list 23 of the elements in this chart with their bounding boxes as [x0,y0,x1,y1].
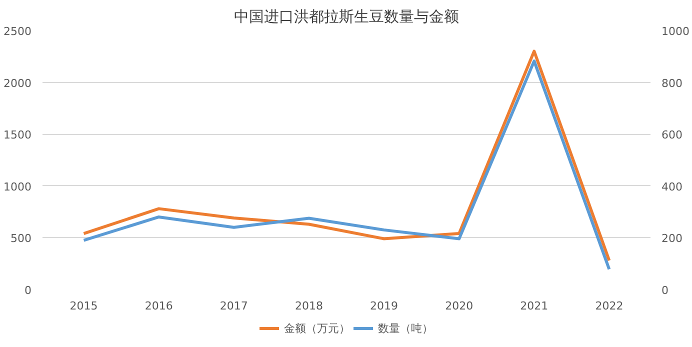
y-tick-label: 500 [10,232,32,246]
legend-label: 数量（吨） [378,320,433,336]
x-tick-label: 2017 [220,300,248,312]
x-tick-label: 2018 [294,300,323,312]
x-tick-label: 2016 [144,300,173,312]
y2-tick-label: 0 [662,284,668,297]
y-tick-label: 1500 [4,128,32,142]
y2-tick-label: 200 [662,232,682,246]
y2-tick-label: 800 [662,76,682,90]
chart-title: 中国进口洪都拉斯生豆数量与金额 [234,8,459,26]
legend-label: 金额（万元） [284,320,350,336]
y2-tick-label: 600 [662,128,682,142]
x-tick-label: 2019 [370,300,398,312]
x-tick-label: 2020 [445,300,474,312]
y-tick-label: 2000 [4,76,32,90]
x-tick-label: 2022 [595,300,624,312]
y-tick-label: 0 [24,284,32,297]
y-tick-label: 2500 [4,25,32,38]
x-tick-label: 2021 [520,300,548,312]
x-tick-label: 2015 [70,300,98,312]
y2-tick-label: 400 [662,180,682,194]
y2-tick-label: 1000 [662,25,690,38]
y-tick-label: 1000 [4,180,32,194]
